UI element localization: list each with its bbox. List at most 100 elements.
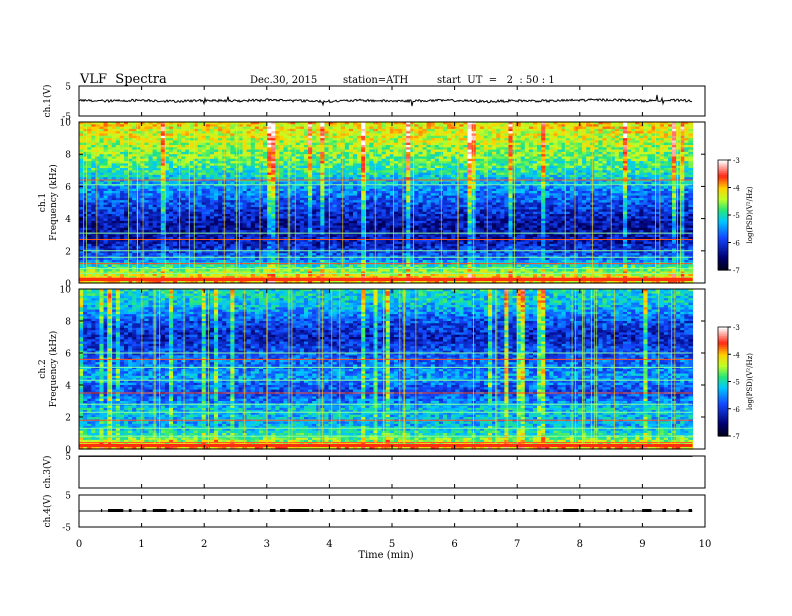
y-axis-label: Frequency (kHz)	[48, 164, 59, 241]
y-tick-label: 8	[65, 318, 71, 328]
ch4-pulse	[676, 509, 679, 512]
colorbar-tick-label: -3	[733, 157, 740, 165]
ch4-pulse	[280, 509, 285, 512]
ch4-pulse	[312, 509, 314, 512]
y-axis-label: ch.3(V)	[42, 456, 53, 489]
start-time-label: start UT = 2 : 50 : 1	[437, 75, 555, 86]
spectrogram-ch2-image	[79, 289, 693, 450]
ch4-pulse	[474, 509, 476, 512]
y-tick-label: 2	[65, 414, 71, 424]
spectrogram-ch1-image	[79, 122, 693, 284]
colorbar-tick-label: -4	[733, 185, 740, 193]
colorbar-tick-label: -6	[733, 406, 740, 414]
date-label: Dec.30, 2015	[250, 75, 317, 86]
x-tick-label: 6	[451, 539, 457, 550]
ch4-pulse	[108, 509, 123, 512]
ch4-pulse	[581, 509, 584, 512]
y-tick-label: 8	[65, 151, 71, 161]
y-tick-label: 5	[65, 453, 71, 463]
x-tick-label: 4	[326, 539, 332, 550]
x-tick-label: 9	[639, 539, 645, 550]
x-tick-label: 3	[264, 539, 270, 550]
ch4-pulse	[563, 509, 579, 512]
ch4-pulse	[513, 509, 515, 512]
ch4-pulse	[289, 509, 310, 512]
ch4-pulse	[237, 509, 239, 512]
y-axis-label: ch.4(V)	[42, 495, 53, 528]
ch4-pulse	[547, 509, 549, 512]
x-tick-label: 0	[76, 539, 82, 550]
x-tick-label: 7	[514, 539, 520, 550]
ch4-pulse	[217, 509, 218, 512]
ch4-pulse	[258, 509, 259, 512]
ch4-pulse	[320, 509, 323, 512]
ch4-pulse	[428, 509, 429, 512]
y-tick-label: 6	[65, 350, 71, 360]
ch4-pulse	[228, 509, 231, 512]
y-tick-label: 5	[65, 83, 71, 93]
y-tick-label: 4	[65, 382, 71, 392]
ch4-pulse	[483, 509, 485, 512]
ch4-pulse	[534, 509, 538, 512]
ch4-pulse	[129, 509, 132, 512]
ch4-pulse	[642, 509, 651, 512]
x-tick-label: 8	[577, 539, 583, 550]
ch4-pulse	[439, 509, 441, 512]
ch4-pulse	[620, 509, 622, 512]
y-tick-label: 10	[60, 286, 72, 296]
figure-title: VLF Spectra	[80, 72, 167, 87]
colorbar-tick-label: -7	[733, 433, 740, 441]
colorbar-tick-label: -7	[733, 267, 740, 275]
colorbar-ch1: -3 -4 -5 -6 -7 log(PSD)(V²/Hz)	[718, 157, 754, 275]
ch4-pulse	[270, 509, 276, 512]
ch4-pulse	[250, 509, 254, 512]
ch4-pulse	[205, 509, 206, 512]
ch4-pulse	[505, 509, 507, 512]
ch4-pulse	[522, 509, 525, 512]
colorbar-tick-label: -5	[733, 379, 740, 387]
ch4-pulse	[460, 509, 463, 512]
ch4-pulse	[379, 509, 382, 512]
station-label: station=ATH	[343, 75, 408, 86]
ch4-pulse	[353, 509, 355, 512]
y-tick-label: 2	[65, 247, 71, 257]
ch4-pulse	[689, 509, 692, 512]
y-axis-label: ch.2	[38, 359, 48, 378]
y-tick-label: 4	[65, 215, 71, 225]
x-tick-label: 2	[201, 539, 207, 550]
y-axis-label: ch.1	[38, 193, 48, 212]
ch4-pulse	[556, 509, 558, 512]
ch4-pulse	[448, 509, 450, 512]
y-axis-label: ch.1(V)	[42, 85, 53, 118]
ch4-pulse	[200, 509, 201, 512]
ch4-pulse	[142, 509, 146, 512]
x-axis-label: Time (min)	[358, 550, 413, 561]
ch4-pulse	[606, 509, 609, 512]
colorbar-tick-label: -4	[733, 351, 740, 359]
ch4-pulse	[361, 509, 367, 512]
ch4-pulse	[153, 509, 167, 512]
ch1-trace-line	[79, 95, 692, 106]
ch4-pulse	[171, 509, 173, 512]
colorbar-label: log(PSD)(V²/Hz)	[746, 186, 754, 243]
y-tick-label: 5	[65, 492, 71, 502]
panel-frame	[79, 456, 705, 488]
colorbar-tick-label: -6	[733, 240, 740, 248]
ch4-pulse	[614, 509, 616, 512]
ch4-pulse	[633, 509, 634, 512]
colorbar-tick-label: -5	[733, 212, 740, 220]
y-tick-label: -5	[62, 524, 71, 534]
ch4-pulse	[494, 509, 497, 512]
ch4-pulse	[415, 509, 419, 512]
ch4-pulse	[393, 509, 396, 512]
colorbar-label: log(PSD)(V²/Hz)	[746, 353, 754, 410]
low-frequency-band	[79, 444, 692, 447]
ch4-pulse	[342, 509, 345, 512]
y-axis-label: Frequency (kHz)	[48, 331, 59, 408]
ch4-pulse	[543, 509, 544, 512]
ch4-pulse	[404, 509, 408, 512]
ch4-pulse	[662, 509, 666, 512]
y-tick-label: 6	[65, 183, 71, 193]
